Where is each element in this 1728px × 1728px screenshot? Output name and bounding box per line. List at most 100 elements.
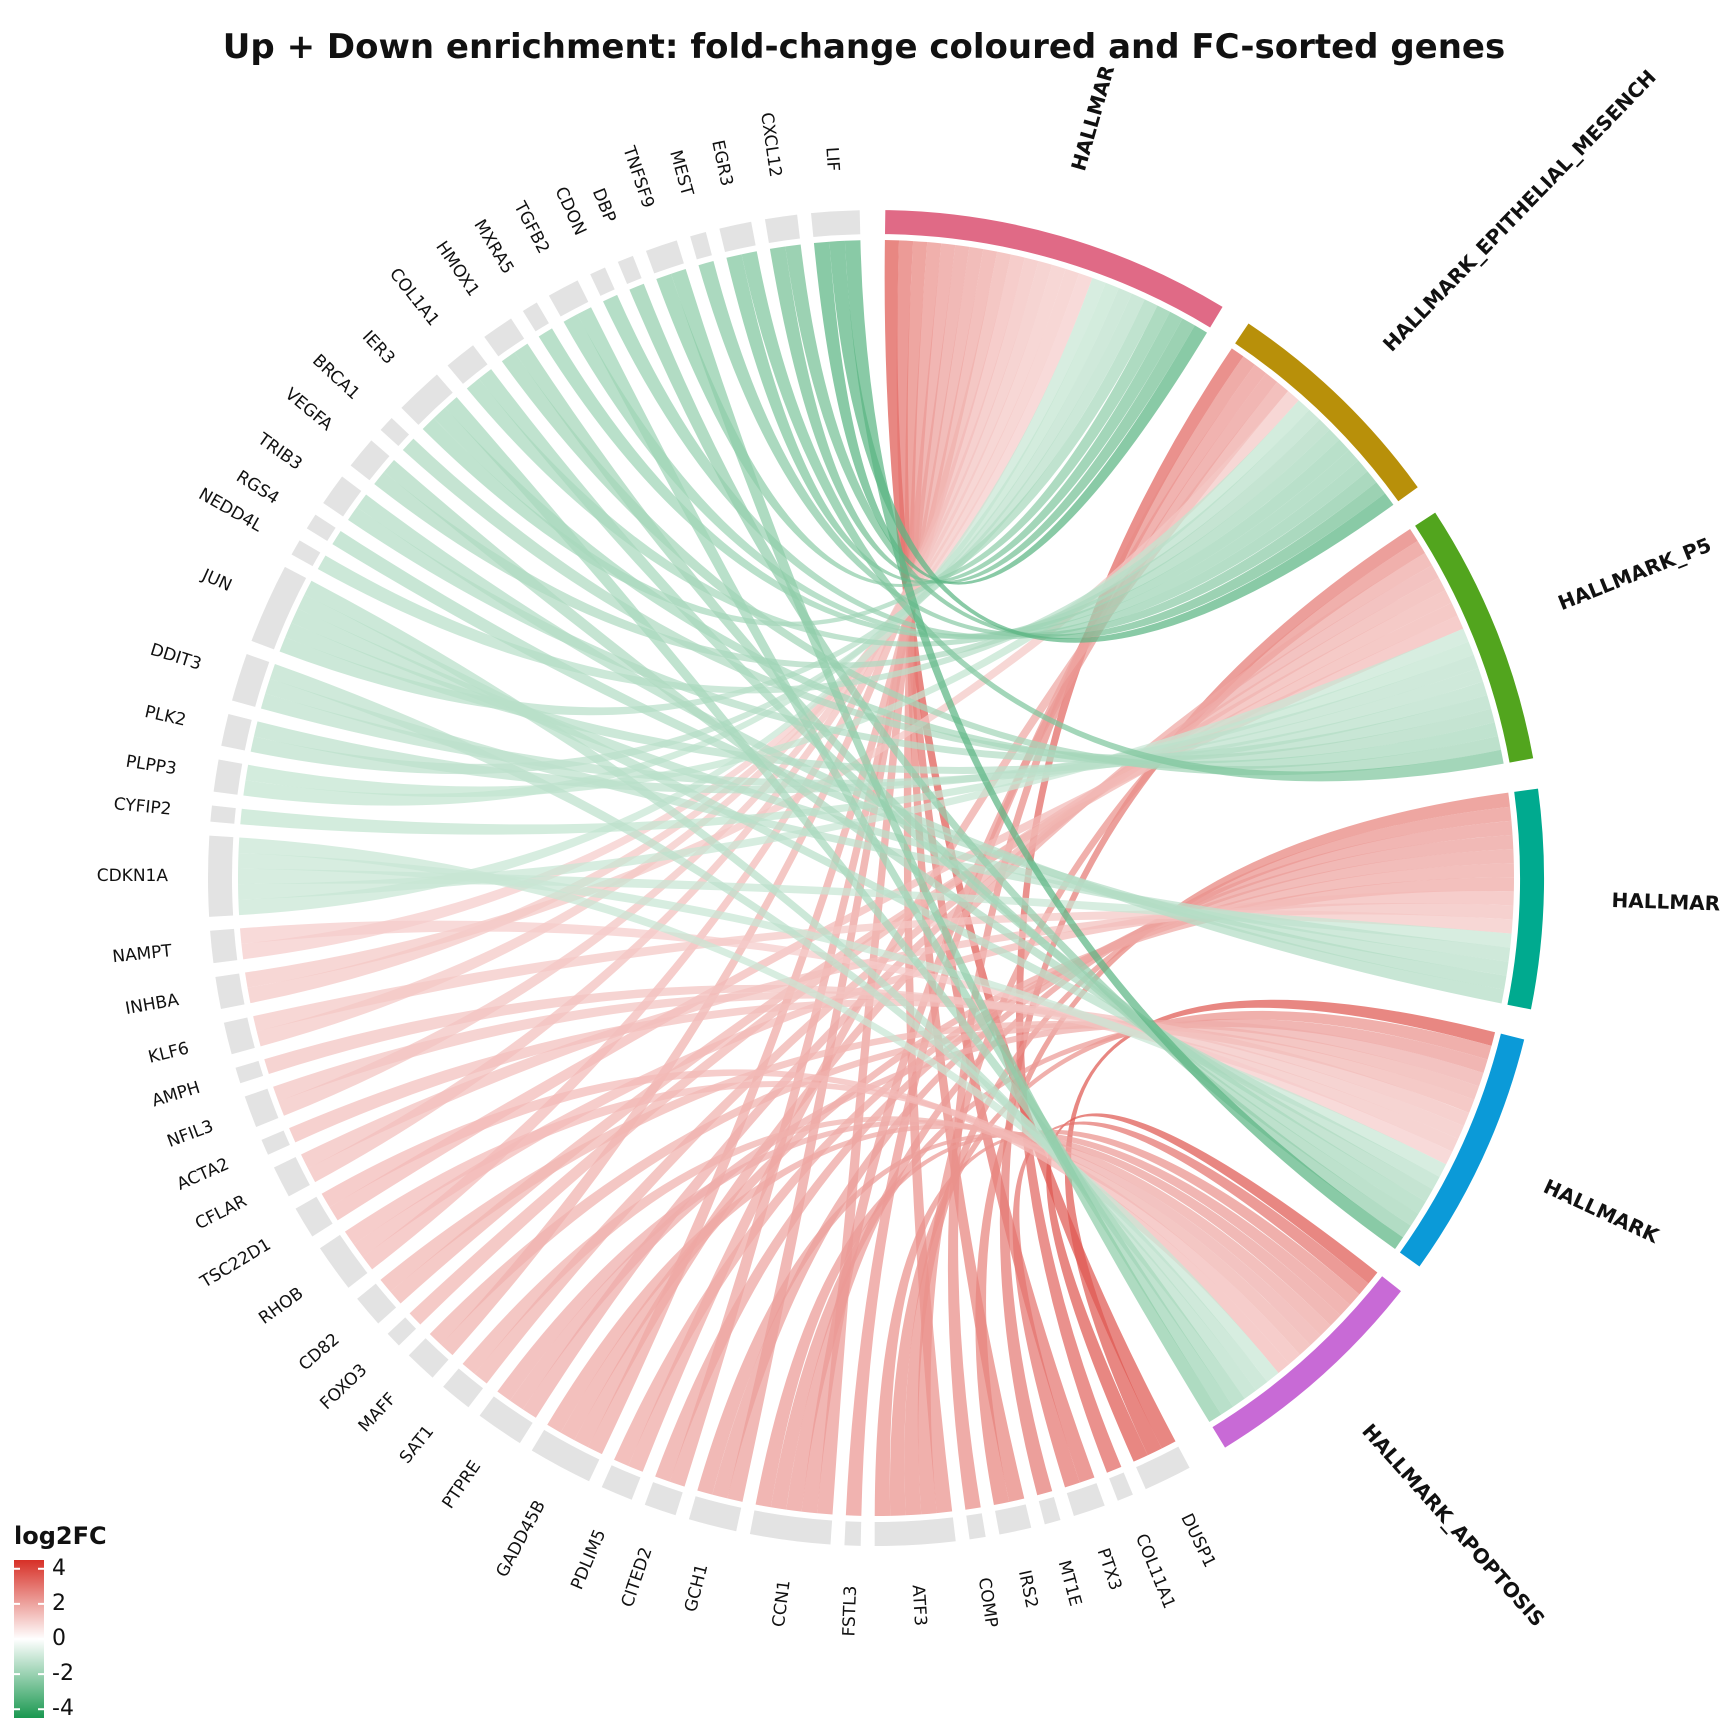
gene-arc-nampt [210, 928, 238, 964]
pathway-label-0: HALLMAR [1066, 63, 1119, 174]
gene-arc-foxo3 [387, 1317, 417, 1346]
gene-label-lif: LIF [821, 146, 842, 171]
gene-label-klf6: KLF6 [146, 1038, 191, 1067]
gene-label-tnfsf9: TNFSF9 [618, 143, 658, 211]
gene-arc-amph [235, 1060, 264, 1084]
gene-label-cited2: CITED2 [618, 1545, 657, 1610]
gene-label-mxra5: MXRA5 [469, 216, 517, 278]
gene-arc-klf6 [223, 1017, 255, 1055]
chart-title: Up + Down enrichment: fold-change colour… [223, 27, 1505, 67]
ribbon-col1a1-1 [466, 378, 1340, 647]
gene-label-col1a1: COL1A1 [385, 264, 443, 330]
gene-label-nfil3: NFIL3 [165, 1116, 217, 1151]
pathway-arc-0 [884, 210, 1223, 328]
gene-label-cflar: CFLAR [192, 1191, 250, 1234]
pathway-label-4: HALLMARK [1540, 1174, 1664, 1248]
gene-label-nampt: NAMPT [111, 941, 173, 967]
gene-arc-cd82 [357, 1283, 397, 1324]
gene-label-vegfa: VEGFA [281, 384, 337, 435]
gene-label-maff: MAFF [355, 1389, 401, 1436]
gene-arc-irs2 [995, 1504, 1032, 1535]
gene-label-ptpre: PTPRE [439, 1457, 486, 1512]
gene-label-acta2: ACTA2 [174, 1154, 232, 1194]
gene-arc-pdlim5 [601, 1465, 641, 1500]
ribbon-irs2-0 [905, 241, 1025, 1502]
gene-label-tgfb2: TGFB2 [509, 198, 553, 258]
ribbon-ier3-2 [433, 407, 1498, 770]
gene-arc-ier3 [401, 374, 453, 425]
gene-label-cdkn1a: CDKN1A [97, 866, 169, 886]
gene-arc-vegfa [350, 440, 390, 481]
gene-arc-acta2 [261, 1130, 290, 1155]
gene-label-mt1e: MT1E [1054, 1558, 1086, 1608]
gene-arc-gadd45b [531, 1429, 600, 1482]
ribbon-gadd45b-5 [547, 1124, 1331, 1433]
gene-label-mest: MEST [665, 148, 697, 199]
gene-label-jun: JUN [198, 565, 235, 596]
pathway-label-1: HALLMARK_EPITHELIAL_MESENCH [1378, 65, 1661, 356]
gene-arc-fstl3 [844, 1521, 862, 1546]
ribbon-jun-4 [297, 594, 1440, 1190]
gene-arc-sat1 [443, 1368, 484, 1408]
gene-arc-tsc22d1 [295, 1196, 333, 1237]
gene-arc-ccn1 [749, 1510, 833, 1545]
gene-label-trib3: TRIB3 [253, 429, 306, 475]
legend-title: log2FC [14, 1522, 107, 1550]
gene-arc-cxcl12 [764, 214, 800, 243]
gene-arc-mt1e [1038, 1496, 1061, 1525]
ribbon-jun-0 [279, 293, 1145, 716]
gene-label-irs2: IRS2 [1014, 1568, 1042, 1610]
gene-arc-inhba [215, 973, 245, 1010]
ribbon-ddit3-3 [265, 678, 1511, 962]
pathway-arc-2 [1415, 512, 1534, 763]
gene-label-fstl3: FSTL3 [839, 1585, 861, 1637]
gene-label-foxo3: FOXO3 [316, 1360, 371, 1414]
gene-label-cxcl12: CXCL12 [756, 111, 785, 178]
gene-arc-plk2 [221, 714, 252, 751]
gene-arc-plpp3 [213, 759, 243, 795]
gene-arc-dbp [617, 255, 642, 285]
gene-label-ddit3: DDIT3 [148, 640, 204, 675]
gene-label-brca1: BRCA1 [308, 351, 363, 404]
gene-label-col11a1: COL11A1 [1131, 1531, 1179, 1612]
gene-arc-mest [690, 232, 712, 260]
gene-arc-dusp1 [1136, 1446, 1190, 1490]
gene-label-ptx3: PTX3 [1093, 1546, 1126, 1593]
gene-arc-nedd4l [291, 540, 321, 567]
gene-arc-comp [966, 1513, 986, 1540]
gene-arc-rhob [319, 1234, 368, 1288]
gene-arc-ddit3 [232, 654, 270, 707]
color-legend: log2FC 4 2 0 -2 -4 [14, 1522, 107, 1721]
gene-arc-ptx3 [1066, 1483, 1105, 1517]
gene-label-egr3: EGR3 [707, 138, 736, 188]
gene-arc-gch1 [688, 1496, 742, 1532]
gene-arc-cdon [590, 267, 615, 296]
legend-tick-label: -2 [52, 1661, 74, 1686]
gene-label-amph: AMPH [150, 1078, 203, 1112]
gene-label-dusp1: DUSP1 [1176, 1510, 1219, 1570]
arcs-layer [208, 210, 1544, 1546]
pathway-label-2: HALLMARK_P5 [1555, 533, 1715, 616]
ribbon-cdkn1a-3 [237, 868, 1512, 948]
ribbon-mxra5-1 [538, 328, 1350, 639]
gene-arc-hmox1 [484, 318, 525, 357]
gene-label-rhob: RHOB [255, 1283, 307, 1328]
gene-arc-cdkn1a [208, 835, 234, 917]
pathway-label-3: HALLMAR [1611, 888, 1720, 915]
pathway-label-5: HALLMARK_APOPTOSIS [1357, 1419, 1550, 1631]
gene-arc-col11a1 [1109, 1472, 1133, 1501]
gene-label-ier3: IER3 [358, 327, 399, 369]
gene-label-plpp3: PLPP3 [124, 752, 178, 780]
gene-arc-tnfsf9 [645, 240, 684, 274]
gene-arc-jun [251, 566, 307, 650]
gene-label-ccn1: CCN1 [769, 1579, 795, 1628]
gene-label-tsc22d1: TSC22D1 [196, 1235, 275, 1293]
gene-label-inhba: INHBA [124, 990, 181, 1019]
gene-arc-rgs4 [306, 514, 336, 541]
ribbon-acta2-4 [289, 999, 1470, 1143]
pathway-arc-3 [1507, 788, 1544, 1010]
legend-tick-label: 2 [52, 1591, 66, 1616]
gene-label-pdlim5: PDLIM5 [567, 1527, 610, 1593]
ribbon-klf6-3 [253, 909, 1513, 1032]
